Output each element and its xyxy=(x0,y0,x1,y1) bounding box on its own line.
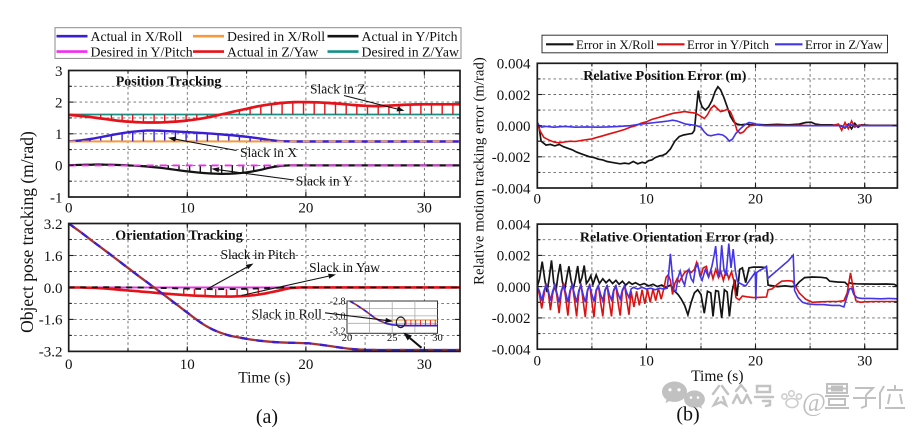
svg-text:1: 1 xyxy=(55,127,63,143)
svg-text:Actual in Z/Yaw: Actual in Z/Yaw xyxy=(227,45,318,60)
svg-text:-0.004: -0.004 xyxy=(492,181,531,197)
svg-text:Error in Z/Yaw: Error in Z/Yaw xyxy=(805,38,883,52)
svg-text:(a): (a) xyxy=(256,406,278,428)
svg-text:10: 10 xyxy=(180,357,195,373)
svg-text:Position Tracking: Position Tracking xyxy=(116,75,222,90)
svg-text:0.000: 0.000 xyxy=(497,280,531,296)
svg-text:30: 30 xyxy=(857,353,872,369)
svg-text:3.2: 3.2 xyxy=(44,217,63,233)
svg-text:Relative Orientation Error (ra: Relative Orientation Error (rad) xyxy=(580,231,775,246)
svg-text:30: 30 xyxy=(417,357,432,373)
svg-text:Time (s): Time (s) xyxy=(691,368,743,385)
svg-text:Actual in Y/Pitch: Actual in Y/Pitch xyxy=(362,29,458,44)
svg-text:(b): (b) xyxy=(676,404,699,426)
svg-text:Slack in Pitch: Slack in Pitch xyxy=(221,247,296,262)
svg-text:0.000: 0.000 xyxy=(497,119,531,135)
svg-text:0.004: 0.004 xyxy=(497,217,531,233)
svg-text:Desired in X/Roll: Desired in X/Roll xyxy=(227,29,325,44)
svg-text:-3.2: -3.2 xyxy=(39,345,63,361)
svg-text:Relative Position Error (m): Relative Position Error (m) xyxy=(583,69,747,84)
svg-text:-0.002: -0.002 xyxy=(492,311,531,327)
svg-text:0.002: 0.002 xyxy=(497,88,531,104)
svg-text:-3.0: -3.0 xyxy=(330,311,346,322)
svg-text:-1.6: -1.6 xyxy=(39,313,63,329)
svg-text:Slack in Yaw: Slack in Yaw xyxy=(309,260,380,275)
svg-text:0.002: 0.002 xyxy=(497,249,531,265)
svg-text:1.6: 1.6 xyxy=(44,249,63,265)
svg-text:-0.002: -0.002 xyxy=(492,150,531,166)
svg-text:0.0: 0.0 xyxy=(44,281,63,297)
svg-text:@: @ xyxy=(802,388,826,417)
svg-text:20: 20 xyxy=(748,353,763,369)
svg-text:30: 30 xyxy=(417,200,432,216)
svg-text:Slack in Roll: Slack in Roll xyxy=(251,306,322,321)
svg-text:Desired in Y/Pitch: Desired in Y/Pitch xyxy=(91,45,193,60)
svg-text:Desired in Z/Yaw: Desired in Z/Yaw xyxy=(362,45,460,60)
svg-text:Slack in Y: Slack in Y xyxy=(296,174,353,189)
svg-text:Relative motion tracking error: Relative motion tracking error (m/rad) xyxy=(472,57,488,285)
svg-text:-3.2: -3.2 xyxy=(330,326,346,337)
svg-text:Error in Y/Pitch: Error in Y/Pitch xyxy=(687,38,770,52)
svg-text:0: 0 xyxy=(534,353,542,369)
svg-text:20: 20 xyxy=(342,333,353,344)
svg-text:10: 10 xyxy=(639,191,654,207)
svg-text:10: 10 xyxy=(639,353,654,369)
svg-text:-2.8: -2.8 xyxy=(330,297,346,308)
svg-text:Orientation Tracking: Orientation Tracking xyxy=(115,229,242,244)
svg-text:30: 30 xyxy=(432,333,443,344)
svg-text:20: 20 xyxy=(298,200,313,216)
svg-text:-1: -1 xyxy=(50,190,63,206)
svg-text:Actual in X/Roll: Actual in X/Roll xyxy=(91,29,183,44)
svg-text:30: 30 xyxy=(857,191,872,207)
svg-text:20: 20 xyxy=(748,191,763,207)
svg-text:Object pose tracking (m/rad): Object pose tracking (m/rad) xyxy=(17,131,37,333)
svg-text:20: 20 xyxy=(298,357,313,373)
svg-text:Time (s): Time (s) xyxy=(238,369,290,386)
svg-text:0: 0 xyxy=(55,159,63,175)
svg-text:Slack in X: Slack in X xyxy=(240,145,297,160)
svg-text:-0.004: -0.004 xyxy=(492,343,531,359)
svg-text:0: 0 xyxy=(65,357,73,373)
svg-text:25: 25 xyxy=(387,333,398,344)
svg-text:0.004: 0.004 xyxy=(497,57,531,73)
svg-text:Slack in Z: Slack in Z xyxy=(310,81,366,96)
svg-text:0: 0 xyxy=(65,200,73,216)
svg-text:2: 2 xyxy=(55,95,63,111)
svg-text:Error in X/Roll: Error in X/Roll xyxy=(576,38,655,52)
svg-text:3: 3 xyxy=(55,64,63,80)
svg-text:0: 0 xyxy=(534,191,542,207)
svg-text:10: 10 xyxy=(180,200,195,216)
